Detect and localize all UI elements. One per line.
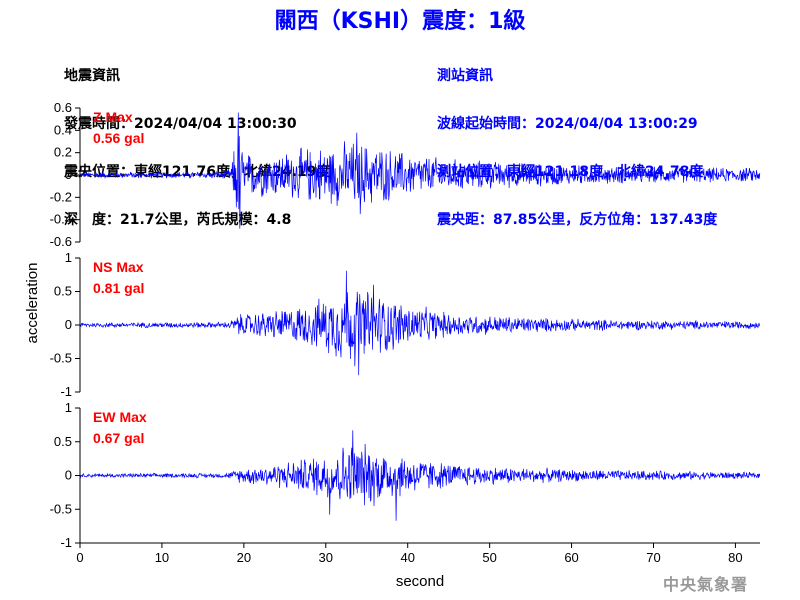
z-max-value: 0.56 gal [93,130,144,146]
ew-max-value: 0.67 gal [93,430,144,446]
station-info-heading: 測站資訊 [437,68,493,84]
distance-azimuth: 震央距：87.85公里，反方位角：137.43度 [437,212,718,228]
z-y-tick-label: 0.2 [54,145,72,160]
x-tick-label: 40 [400,550,414,565]
earthquake-info-heading: 地震資訊 [64,68,120,84]
x-tick-label: 60 [564,550,578,565]
ew-y-tick-label: 0 [65,468,72,483]
depth-magnitude: 深 度：21.7公里，芮氏規模：4.8 [64,212,292,228]
ns-y-tick-label: -0.5 [50,351,72,366]
ns-y-tick-label: 0.5 [54,284,72,299]
x-tick-label: 80 [728,550,742,565]
ew-y-tick-label: -1 [60,535,72,550]
ns-trace-line [79,270,761,376]
ns-y-tick-label: -1 [60,384,72,399]
z-y-tick-label: -0.2 [50,189,72,204]
wave-start-time: 波線起始時間：2024/04/04 13:00:29 [437,116,698,132]
chart-title: 關西（KSHI）震度：1級 [274,9,526,34]
z-y-tick-label: -0.6 [50,234,72,249]
ns-max-label: NS Max [93,259,144,275]
ew-y-tick-label: -0.5 [50,501,72,516]
z-max-label: Z Max [93,109,133,125]
x-axis-title: second [396,573,444,590]
cwa-watermark: 中央氣象署 [662,575,748,594]
ns-y-tick-label: 0 [65,317,72,332]
z-y-tick-label: 0 [65,167,72,182]
origin-time: 發震時間：2024/04/04 13:00:30 [64,116,297,132]
earthquake-info: 地震資訊 發震時間：2024/04/04 13:00:30 震央位置：東經121… [64,36,330,244]
z-y-tick-label: 0.4 [54,122,72,137]
ew-y-tick-label: 1 [65,400,72,415]
ns-y-tick-label: 1 [65,250,72,265]
x-tick-label: 20 [237,550,251,565]
x-tick-label: 70 [646,550,660,565]
ew-max-label: EW Max [93,409,147,425]
y-axis-title: acceleration [24,263,41,344]
x-tick-label: 30 [319,550,333,565]
ew-y-tick-label: 0.5 [54,434,72,449]
ew-trace-line [79,430,761,521]
ns-max-value: 0.81 gal [93,280,144,296]
x-tick-label: 0 [76,550,83,565]
x-tick-label: 50 [482,550,496,565]
z-y-tick-label: 0.6 [54,100,72,115]
z-y-tick-label: -0.4 [50,212,72,227]
x-tick-label: 10 [155,550,169,565]
z-trace-line [79,112,761,229]
